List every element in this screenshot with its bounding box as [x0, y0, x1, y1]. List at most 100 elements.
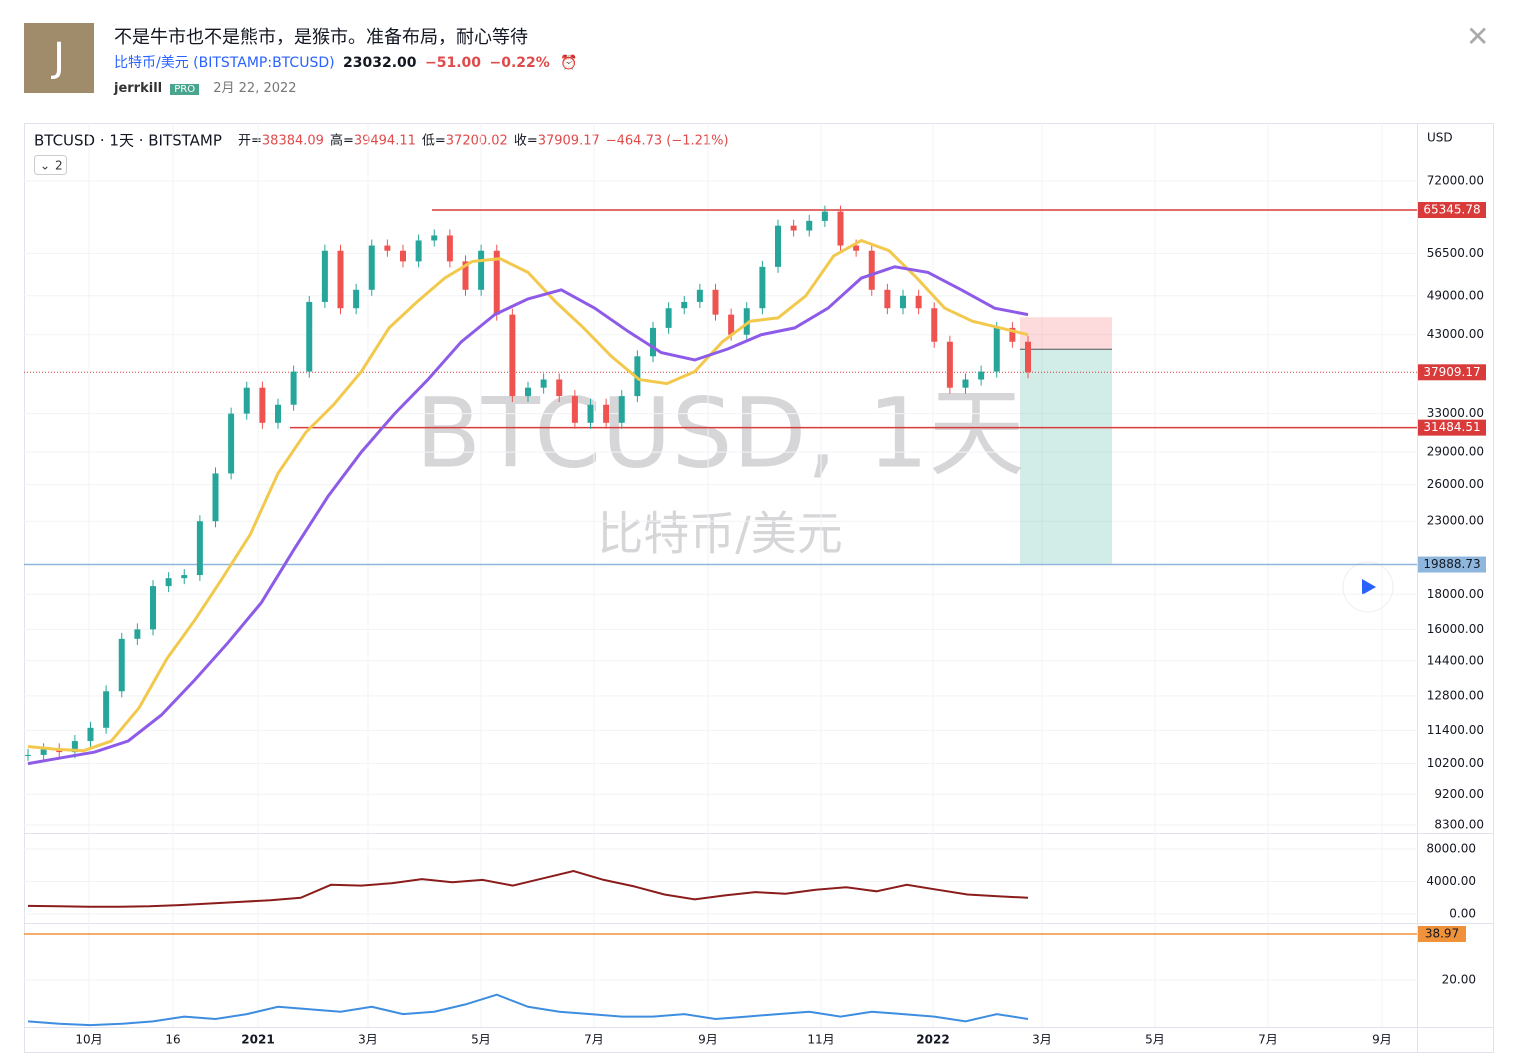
watermark: BTCUSD, 1天	[415, 377, 1024, 489]
x-tick-label: 16	[165, 1033, 180, 1047]
candle	[290, 371, 297, 405]
y-tick-label: 43000.00	[1427, 327, 1484, 341]
candle	[821, 211, 828, 221]
ohlc-value: 38384.09	[262, 134, 324, 149]
watermark-sub: 比特币/美元	[597, 507, 843, 561]
y-tick-label: 18000.00	[1427, 587, 1484, 601]
candle	[462, 261, 469, 290]
candle	[196, 521, 203, 576]
x-tick-label: 11月	[807, 1033, 834, 1047]
candle	[181, 575, 188, 579]
candle	[165, 578, 172, 587]
candle	[150, 586, 156, 630]
y-tick-label: 56500.00	[1427, 246, 1484, 260]
candle	[118, 638, 125, 692]
author[interactable]: jerrkill	[114, 81, 163, 96]
x-tick-label: 2021	[241, 1033, 274, 1047]
y-tick-label: 23000.00	[1427, 514, 1484, 528]
candle	[962, 379, 969, 388]
change-pct: −0.22%	[489, 55, 550, 71]
play-icon	[1362, 579, 1376, 595]
y-tick-label: 14400.00	[1427, 653, 1484, 667]
candle	[946, 341, 953, 388]
y-tick-label: 72000.00	[1427, 174, 1484, 188]
x-tick-label: 3月	[358, 1033, 378, 1047]
candle	[384, 245, 391, 251]
x-tick-label: 5月	[471, 1033, 491, 1047]
candle	[603, 404, 610, 423]
currency: USD	[1427, 131, 1453, 145]
candle	[993, 327, 1000, 372]
x-tick-label: 3月	[1032, 1033, 1052, 1047]
level-tag	[1418, 556, 1486, 573]
candle	[134, 629, 141, 639]
author-line: jerrkill PRO 2月 22, 2022	[114, 77, 297, 96]
candle	[915, 295, 922, 309]
y-tick-label: 49000.00	[1427, 288, 1484, 302]
target-zone	[1020, 349, 1112, 564]
candle	[337, 250, 344, 309]
candle	[493, 250, 500, 315]
candle	[353, 289, 360, 309]
symbol-link[interactable]: 比特币/美元 (BITSTAMP:BTCUSD)	[114, 55, 335, 71]
candle	[837, 211, 844, 246]
alert-icon[interactable]: ⏰	[560, 55, 578, 71]
date: 2月 22, 2022	[213, 81, 297, 96]
candle	[259, 387, 266, 423]
ohlc-label: 高=	[330, 133, 354, 149]
candle	[275, 404, 281, 423]
candle	[868, 250, 875, 290]
candle	[884, 289, 891, 309]
candle	[900, 295, 906, 309]
level-tag-label: 37909.17	[1423, 365, 1480, 379]
stop-zone	[1020, 317, 1112, 350]
candle	[931, 308, 938, 342]
candle	[509, 314, 516, 397]
level-tag-label: 65345.78	[1423, 203, 1480, 217]
y-tick-label: 9200.00	[1434, 787, 1484, 801]
candle	[243, 387, 250, 414]
y-tick-label: 26000.00	[1427, 477, 1484, 491]
indicator-line	[27, 869, 1029, 908]
y-tick-label: 29000.00	[1427, 445, 1484, 459]
candle	[743, 308, 750, 335]
ohlc-value: 37909.17	[538, 134, 600, 149]
indicator-line	[27, 265, 1029, 766]
candle	[728, 314, 735, 335]
candle	[759, 266, 766, 309]
close-button[interactable]: ✕	[1466, 20, 1490, 53]
indicator-line	[27, 238, 1029, 753]
x-tick-label: 9月	[1372, 1033, 1392, 1047]
y-tick-label: 11400.00	[1427, 723, 1484, 737]
candle	[25, 754, 31, 756]
y-tick-label: 33000.00	[1427, 406, 1484, 420]
candle	[321, 250, 328, 302]
candle	[806, 220, 813, 231]
y-tick-label: 16000.00	[1427, 622, 1484, 636]
level-tag	[1418, 926, 1466, 943]
candle	[103, 691, 110, 728]
legend-toggle-arrow: ⌄	[40, 159, 50, 173]
chart-frame	[24, 123, 1494, 1053]
level-tag	[1418, 202, 1486, 219]
y-tick-label: 20.00	[1442, 973, 1476, 987]
symbol-line: 比特币/美元 (BITSTAMP:BTCUSD) 23032.00 −51.00…	[114, 52, 578, 72]
candle	[587, 404, 594, 423]
x-tick-label: 7月	[584, 1033, 604, 1047]
candle	[40, 749, 47, 755]
y-tick-label: 8000.00	[1426, 842, 1476, 856]
level-tag	[1418, 364, 1486, 381]
ohlc-change: −464.73 (−1.21%)	[606, 134, 729, 149]
candle	[400, 250, 406, 262]
candle	[368, 245, 375, 290]
change: −51.00	[425, 55, 482, 71]
candle	[478, 250, 485, 290]
candle	[540, 379, 547, 388]
ohlc-label: 低=	[422, 134, 446, 149]
candle	[1025, 341, 1031, 373]
candle	[790, 225, 797, 231]
legend-toggle[interactable]	[34, 155, 67, 175]
level-tag	[1418, 419, 1486, 436]
candle	[71, 741, 78, 753]
